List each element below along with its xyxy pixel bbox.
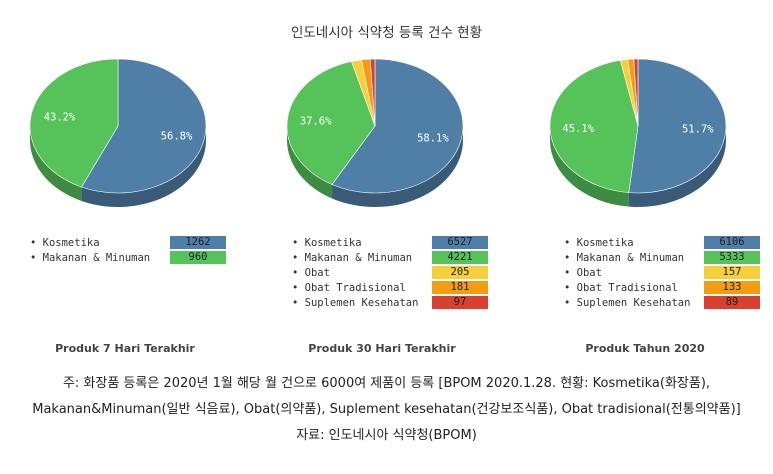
note-line-3: 자료: 인도네시아 식약청(BPOM) (296, 428, 477, 443)
legend-label: • Obat Tradisional (292, 282, 406, 294)
pie-side-kosmetika (332, 126, 463, 208)
legend-value: 157 (704, 266, 760, 279)
legend-value: 133 (704, 281, 760, 294)
note-line-1: 주: 화장품 등록은 2020년 1월 해당 월 건으로 6000여 제품이 등… (62, 376, 711, 391)
pie-slice-kosmetika (81, 58, 207, 194)
pie-svg: 56.8% 43.2% (29, 58, 207, 207)
pie-svg: 58.1% 37.6% (286, 58, 464, 208)
pie-chart-30-days: 58.1% 37.6% • Kosmetika 6527 • Makanan & Mi… (257, 50, 507, 370)
note-line-2: Makanan&Minuman(일반 식음료), Obat(의약품), Supl… (32, 402, 741, 417)
legend-label: • Obat Tradisional (564, 282, 678, 294)
pie-percent-label: 43.2% (44, 111, 76, 123)
pie-chart-7-days: 56.8% 43.2% • Kosmetika 1262 • Makanan & Mi… (0, 50, 250, 370)
pie-slice-makanan-minuman (549, 60, 639, 193)
legend-value: 89 (704, 296, 760, 309)
pie-slice-makanan-minuman (29, 58, 119, 188)
legend-label: • Makanan & Minuman (564, 252, 685, 264)
pie-side-makanan-minuman (550, 126, 629, 207)
pie-side-makanan-minuman (30, 126, 82, 201)
chart-title: 인도네시아 식약청 등록 건수 현황 (290, 25, 483, 41)
legend-value: 960 (170, 251, 226, 264)
legend-label: • Obat (564, 267, 602, 279)
legend-value: 1262 (170, 236, 226, 249)
legend-label: • Suplemen Kesehatan (564, 297, 691, 309)
pie-percent-label: 37.6% (300, 116, 332, 128)
pie-percent-label: 56.8% (161, 131, 193, 143)
legend-label: • Kosmetika (30, 237, 100, 249)
legend-value: 97 (432, 296, 488, 309)
legend-label: • Makanan & Minuman (292, 252, 413, 264)
legend-label: • Kosmetika (292, 237, 362, 249)
legend-value: 4221 (432, 251, 488, 264)
legend-label: • Obat (292, 267, 330, 279)
legend-value: 6527 (432, 236, 488, 249)
legend-value: 205 (432, 266, 488, 279)
legend-value: 5333 (704, 251, 760, 264)
pie-percent-label: 51.7% (682, 123, 714, 135)
pie-slice-suplemen-kesehatan (633, 58, 639, 127)
pie-slice-makanan-minuman (286, 61, 376, 185)
legend-value: 181 (432, 281, 488, 294)
pie-side-makanan-minuman (287, 126, 333, 199)
legend-value: 6106 (704, 236, 760, 249)
pie-percent-label: 58.1% (417, 132, 449, 144)
chart-caption: Produk 7 Hari Terakhir (55, 342, 195, 355)
pie-svg: 51.7% 45.1% (549, 58, 727, 207)
legend-label: • Suplemen Kesehatan (292, 297, 419, 309)
pie-chart-year-2020: 51.7% 45.1% • Kosmetika 6106 • Makanan & Mi… (520, 50, 770, 370)
pie-slice-suplemen-kesehatan (369, 58, 376, 127)
pie-percent-label: 45.1% (562, 123, 594, 135)
pie-slice-kosmetika (331, 58, 464, 194)
legend-label: • Makanan & Minuman (30, 252, 151, 264)
pie-slice-kosmetika (628, 58, 727, 194)
pie-side-kosmetika (81, 126, 206, 207)
pie-side-kosmetika (628, 126, 726, 207)
legend-label: • Kosmetika (564, 237, 634, 249)
chart-caption: Produk 30 Hari Terakhir (308, 342, 456, 355)
chart-caption: Produk Tahun 2020 (585, 342, 705, 355)
